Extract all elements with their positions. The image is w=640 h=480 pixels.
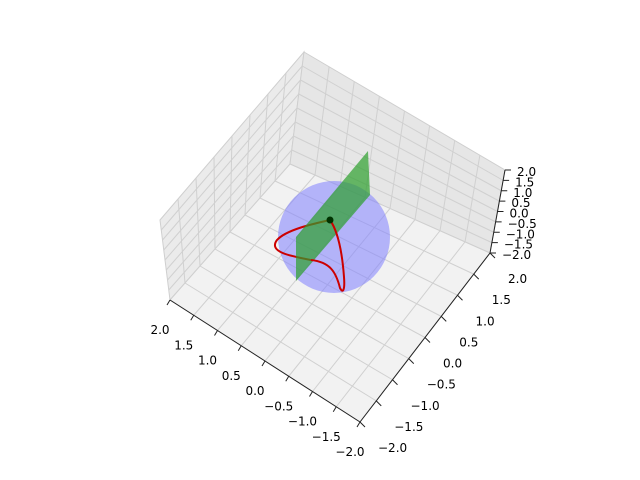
x-axis-tick-mark (285, 375, 290, 382)
y-axis-tick-mark (440, 316, 447, 322)
z-axis-tick-label: 1.0 (513, 186, 532, 200)
back-panes (159, 50, 506, 423)
x-axis-tick-mark (309, 391, 313, 397)
x-axis-tick-label: 1.0 (198, 354, 217, 368)
z-axis-tick-label: 2.0 (517, 165, 536, 179)
grid-line (244, 114, 251, 216)
x-axis-tick-mark (261, 360, 266, 367)
x-axis-tick-label: 1.5 (174, 338, 193, 352)
y-axis-tick-mark (408, 358, 415, 364)
grid-line (335, 241, 466, 408)
z-axis-tick-label: 0.0 (510, 207, 529, 221)
grid-line (274, 72, 287, 182)
grid-line (288, 219, 416, 377)
y-axis-tick-label: 0.5 (459, 335, 478, 349)
z-axis-tick-label: −0.5 (508, 217, 537, 231)
grid-line (259, 93, 269, 199)
y-axis-tick-mark (457, 294, 463, 301)
z-axis-tick-label: 0.5 (511, 196, 530, 210)
x-axis-tick-mark (166, 299, 171, 306)
grid-line (312, 230, 441, 392)
grid-line (414, 125, 431, 220)
grid-line (164, 107, 298, 261)
y-axis-tick-label: 2.0 (508, 272, 527, 286)
grid-line (300, 79, 502, 192)
grid-line (298, 93, 500, 202)
curve-point (326, 216, 334, 224)
z-axis-tick-label: −1.0 (506, 227, 535, 241)
x-axis-tick-mark (214, 330, 218, 336)
y-axis-tick-label: −2.0 (378, 441, 407, 455)
y-axis-tick-label: 0.0 (443, 357, 462, 371)
y-axis-tick-mark (424, 337, 431, 343)
y-axis-tick-label: 1.5 (492, 293, 511, 307)
y-axis-tick-label: −0.5 (427, 378, 456, 392)
grid-line (439, 140, 456, 231)
curve-front (310, 219, 346, 292)
y-axis-tick-mark (375, 400, 382, 407)
grid-line (163, 93, 300, 251)
y-axis-tick-mark (392, 379, 398, 386)
x-axis-tick-label: 0.5 (222, 369, 241, 383)
y-axis-tick-label: −1.5 (394, 420, 423, 434)
x-axis-tick-mark (356, 421, 361, 428)
z-axis-tick-label: −1.5 (504, 238, 533, 252)
x-axis-tick-mark (237, 345, 242, 352)
y-axis-tick-label: −1.0 (411, 399, 440, 413)
y-axis-tick-mark (473, 273, 480, 280)
x-axis-tick-mark (190, 314, 195, 321)
plane (296, 151, 370, 281)
x-axis-tick-label: −1.0 (288, 415, 317, 429)
x-axis-tick-label: 2.0 (150, 323, 169, 337)
z-axis-tick-label: 1.5 (515, 175, 534, 189)
x-axis-tick-label: −1.5 (312, 430, 341, 444)
y-axis-tick-mark (489, 252, 496, 259)
y-axis-tick-mark (359, 421, 366, 428)
grid-line (162, 79, 301, 241)
x-axis-tick-mark (332, 406, 337, 413)
x-axis-tick-label: −2.0 (335, 445, 364, 459)
tick-labels: 2.01.51.00.50.0−0.5−1.0−1.5−2.02.01.51.0… (150, 165, 536, 459)
z-axis-tick-label: −2.0 (502, 248, 531, 262)
grid-line (296, 107, 498, 212)
grid-line (160, 65, 303, 231)
grid-line (464, 155, 481, 242)
x-axis-tick-label: −0.5 (264, 399, 293, 413)
y-axis-tick-label: 1.0 (476, 314, 495, 328)
tick-marks (166, 169, 511, 428)
x-axis-tick-label: 0.0 (245, 384, 264, 398)
grid-line (302, 65, 504, 181)
